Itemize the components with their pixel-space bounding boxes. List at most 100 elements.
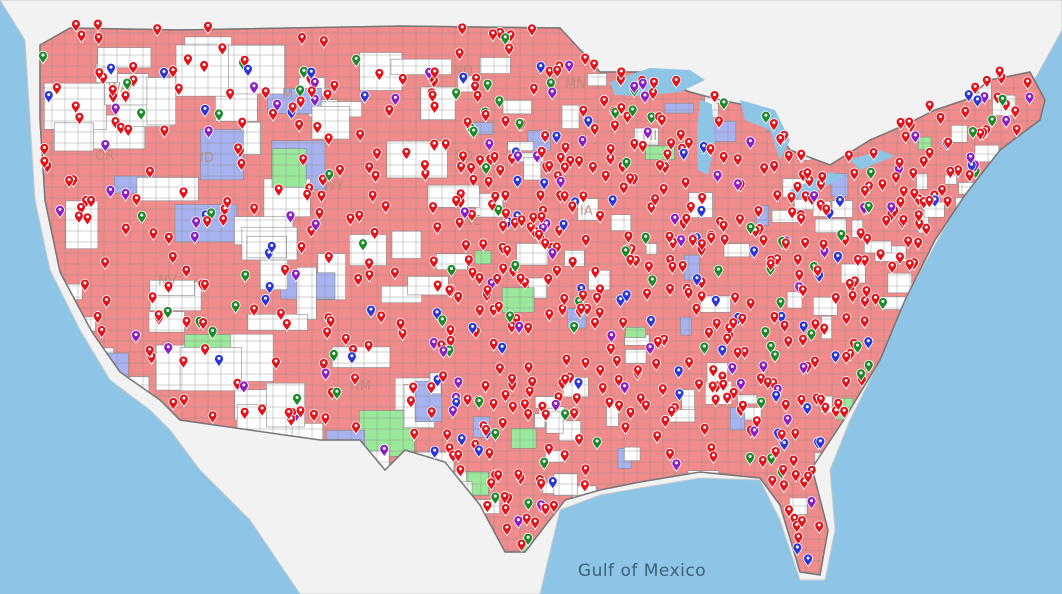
pin[interactable] xyxy=(501,207,511,222)
pin[interactable] xyxy=(646,315,656,329)
pin[interactable] xyxy=(297,32,307,46)
pin[interactable] xyxy=(833,397,844,412)
pin[interactable] xyxy=(364,257,375,272)
pin[interactable] xyxy=(898,214,909,229)
pin[interactable] xyxy=(294,119,305,133)
pin[interactable] xyxy=(468,174,479,188)
pin[interactable] xyxy=(528,82,539,97)
pin[interactable] xyxy=(710,295,721,309)
pin[interactable] xyxy=(756,396,767,411)
pin[interactable] xyxy=(409,427,420,442)
pin[interactable] xyxy=(203,125,214,140)
pin[interactable] xyxy=(191,216,202,231)
pin[interactable] xyxy=(891,171,901,186)
pin[interactable] xyxy=(445,324,456,339)
pin[interactable] xyxy=(498,219,508,234)
pin[interactable] xyxy=(806,496,817,511)
pin[interactable] xyxy=(128,61,139,75)
pin[interactable] xyxy=(96,325,107,339)
pin[interactable] xyxy=(455,464,466,479)
pin[interactable] xyxy=(444,284,455,299)
pin[interactable] xyxy=(178,186,189,201)
pin[interactable] xyxy=(674,388,685,403)
pin[interactable] xyxy=(551,130,562,145)
pin[interactable] xyxy=(745,136,756,151)
pin[interactable] xyxy=(366,304,376,319)
pin[interactable] xyxy=(719,233,730,248)
pin[interactable] xyxy=(427,89,438,104)
pin[interactable] xyxy=(771,389,782,404)
pin[interactable] xyxy=(758,234,769,249)
pin[interactable] xyxy=(559,293,570,307)
pin[interactable] xyxy=(271,356,281,371)
pin[interactable] xyxy=(456,160,466,175)
pin[interactable] xyxy=(818,238,829,253)
pin[interactable] xyxy=(106,62,116,77)
pin[interactable] xyxy=(523,497,534,512)
pin[interactable] xyxy=(868,147,879,161)
pin[interactable] xyxy=(480,109,491,124)
pin[interactable] xyxy=(500,503,511,517)
pin[interactable] xyxy=(1010,105,1021,120)
pin[interactable] xyxy=(620,245,631,260)
pin[interactable] xyxy=(769,160,780,174)
pin[interactable] xyxy=(369,227,380,241)
pin[interactable] xyxy=(753,205,764,219)
pin[interactable] xyxy=(230,300,241,315)
pin[interactable] xyxy=(640,90,650,105)
pin[interactable] xyxy=(480,380,491,394)
pin[interactable] xyxy=(446,264,457,278)
pin[interactable] xyxy=(809,190,819,205)
pin[interactable] xyxy=(222,196,233,211)
pin[interactable] xyxy=(523,321,534,336)
pin[interactable] xyxy=(652,430,663,445)
pin[interactable] xyxy=(500,189,511,204)
pin[interactable] xyxy=(765,340,776,355)
pin[interactable] xyxy=(514,118,525,132)
pin[interactable] xyxy=(560,408,570,423)
pin[interactable] xyxy=(459,206,470,221)
pin[interactable] xyxy=(276,307,286,322)
pin[interactable] xyxy=(616,66,627,81)
pin[interactable] xyxy=(358,238,368,253)
pin[interactable] xyxy=(493,469,504,484)
pin[interactable] xyxy=(718,151,729,165)
pin[interactable] xyxy=(515,272,526,287)
pin[interactable] xyxy=(788,454,799,469)
pin[interactable] xyxy=(687,234,698,249)
pin[interactable] xyxy=(646,201,657,216)
pin[interactable] xyxy=(453,376,464,391)
pin[interactable] xyxy=(107,84,118,98)
pin[interactable] xyxy=(718,378,729,393)
pin[interactable] xyxy=(694,378,704,393)
pin[interactable] xyxy=(237,116,248,131)
pin[interactable] xyxy=(643,260,654,275)
pin[interactable] xyxy=(451,87,462,102)
pin[interactable] xyxy=(728,317,739,332)
pin[interactable] xyxy=(520,398,530,413)
pin[interactable] xyxy=(800,236,811,251)
pin[interactable] xyxy=(965,151,976,166)
pin[interactable] xyxy=(207,326,218,340)
pin[interactable] xyxy=(945,165,956,180)
pin[interactable] xyxy=(567,256,578,271)
pin[interactable] xyxy=(233,142,244,157)
pin[interactable] xyxy=(306,85,317,100)
pin[interactable] xyxy=(710,393,721,408)
pin[interactable] xyxy=(447,405,458,419)
pin[interactable] xyxy=(280,263,290,278)
pin[interactable] xyxy=(605,143,616,158)
pin[interactable] xyxy=(865,166,876,181)
pin[interactable] xyxy=(924,147,935,161)
pin[interactable] xyxy=(100,139,111,153)
pin[interactable] xyxy=(370,169,381,184)
pin[interactable] xyxy=(397,73,408,87)
pin[interactable] xyxy=(590,265,601,280)
pin[interactable] xyxy=(642,287,652,302)
pin[interactable] xyxy=(312,121,323,135)
pin[interactable] xyxy=(614,399,625,414)
pin[interactable] xyxy=(202,215,213,230)
pin[interactable] xyxy=(384,104,395,119)
pin[interactable] xyxy=(727,362,738,376)
pin[interactable] xyxy=(408,381,419,396)
